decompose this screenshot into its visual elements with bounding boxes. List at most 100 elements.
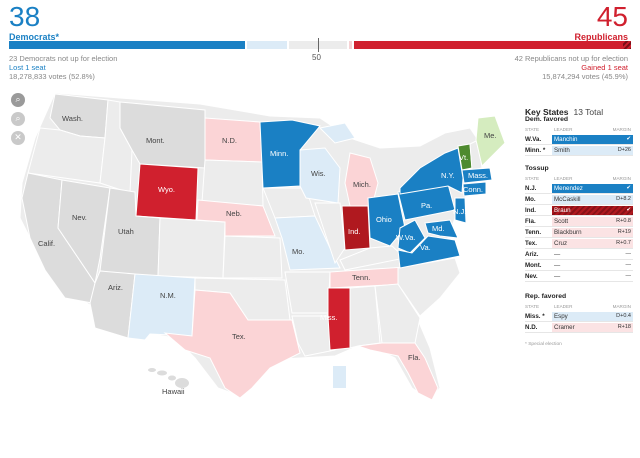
key-state-row[interactable]: Fla. Scott R+0.8 — [525, 217, 633, 227]
state-colo[interactable] — [157, 217, 226, 279]
state-me[interactable] — [475, 115, 506, 167]
row-leader-cell: — — — [552, 261, 633, 270]
zoom-in-icon[interactable]: ⌕ — [11, 93, 25, 107]
us-senate-map: Wash. Mont. N.D. Minn. Wis. Mich. Me. Vt… — [0, 88, 515, 458]
label-ind: Ind. — [348, 227, 361, 236]
bar-dem-segment — [9, 41, 245, 49]
row-leader: Menendez — [554, 185, 583, 192]
state-nev[interactable] — [57, 179, 111, 285]
col-leader: LEADER — [554, 304, 573, 309]
state-fla[interactable] — [357, 342, 439, 401]
results-header: 38 Democrats* 45 Republicans 50 23 Democ… — [0, 0, 640, 90]
key-state-row[interactable]: Miss. * Espy D+0.4 — [525, 312, 633, 322]
column-headers: STATE LEADER MARGIN — [525, 175, 633, 183]
label-wva: W.Va. — [396, 233, 415, 242]
state-va[interactable] — [397, 235, 461, 269]
row-state: Minn. * — [525, 147, 546, 154]
key-state-row[interactable]: Tenn. Blackburn R+19 — [525, 228, 633, 238]
row-state: Fla. — [525, 218, 536, 225]
label-minn: Minn. — [270, 149, 288, 158]
row-margin: ✔ — [626, 185, 631, 191]
row-leader: Cruz — [554, 240, 568, 247]
label-tenn: Tenn. — [352, 273, 370, 282]
key-state-row[interactable]: Mont. — — — [525, 261, 633, 271]
label-tex: Tex. — [232, 332, 246, 341]
label-nd: N.D. — [222, 136, 237, 145]
state-ga[interactable] — [374, 283, 421, 344]
row-leader-cell: Cruz R+0.7 — [552, 239, 633, 248]
key-state-row[interactable]: Nev. — — — [525, 272, 633, 282]
us-map-svg: Wash. Mont. N.D. Minn. Wis. Mich. Me. Vt… — [19, 92, 506, 401]
key-states-header: Key States 13 Total — [525, 102, 633, 120]
label-me: Me. — [484, 131, 497, 140]
row-margin: D+8.2 — [616, 196, 631, 202]
key-state-row[interactable]: Mo. McCaskill D+8.2 — [525, 195, 633, 205]
column-headers: STATE LEADER MARGIN — [525, 303, 633, 311]
key-state-row[interactable]: Minn. * Smith D+26 — [525, 146, 633, 156]
row-margin: — — [625, 251, 632, 257]
majority-midline — [318, 38, 319, 52]
dem-vote-total: 18,278,833 votes (52.8%) — [9, 72, 95, 81]
row-leader-cell: McCaskill D+8.2 — [552, 195, 633, 204]
row-leader-cell: Cramer R+18 — [552, 323, 633, 332]
state-mich-upper[interactable] — [318, 122, 356, 144]
state-md[interactable] — [424, 219, 459, 239]
row-leader: Scott — [554, 218, 569, 225]
key-state-row[interactable]: Ind. Braun ✔ — [525, 206, 633, 216]
row-margin: D+26 — [617, 147, 631, 153]
state-ohio[interactable] — [367, 193, 406, 247]
state-mo[interactable] — [274, 215, 341, 271]
key-state-row[interactable]: Tex. Cruz R+0.7 — [525, 239, 633, 249]
state-miss[interactable] — [327, 287, 351, 351]
key-state-row[interactable]: N.J. Menendez ✔ — [525, 184, 633, 194]
state-conn[interactable] — [462, 181, 487, 197]
rep-not-up: 42 Republicans not up for election — [514, 54, 628, 63]
rep-vote-total: 15,874,294 votes (45.9%) — [542, 72, 628, 81]
state-ark[interactable] — [284, 271, 331, 314]
key-state-row[interactable]: Ariz. — — — [525, 250, 633, 260]
row-margin: R+19 — [617, 229, 631, 235]
row-leader: — — [554, 262, 561, 269]
state-carolinas[interactable] — [397, 257, 461, 317]
state-nj[interactable] — [454, 197, 467, 224]
state-kans[interactable] — [222, 235, 283, 279]
state-hawaii[interactable] — [148, 368, 189, 388]
col-margin: MARGIN — [612, 127, 631, 132]
state-wva[interactable] — [397, 219, 426, 254]
bar-lean-rep-segment — [349, 41, 352, 49]
label-ariz: Ariz. — [108, 283, 123, 292]
row-leader-cell: Braun ✔ — [552, 206, 633, 215]
row-leader: — — [554, 251, 561, 258]
label-mont: Mont. — [146, 136, 165, 145]
row-state: Mont. — [525, 262, 542, 269]
state-ala[interactable] — [349, 285, 381, 349]
state-tex[interactable] — [163, 289, 301, 399]
majority-label: 50 — [312, 53, 321, 62]
col-state: STATE — [525, 127, 540, 132]
row-state: W.Va. — [525, 136, 542, 143]
label-md: Md. — [432, 224, 445, 233]
row-state: Ariz. — [525, 251, 539, 258]
state-nm[interactable] — [127, 273, 196, 341]
row-margin: — — [625, 262, 632, 268]
row-leader: Blackburn — [554, 229, 582, 236]
row-margin: — — [625, 273, 632, 279]
state-la[interactable] — [291, 315, 336, 357]
row-state: Miss. * — [525, 313, 545, 320]
state-ill[interactable] — [314, 202, 346, 265]
dem-seat-count: 38 — [9, 1, 41, 32]
close-icon[interactable]: ✕ — [11, 131, 25, 145]
row-leader: Smith — [554, 147, 570, 154]
state-mass[interactable] — [461, 167, 493, 184]
state-ariz[interactable] — [89, 270, 136, 339]
bar-rep-segment — [354, 41, 623, 49]
key-state-row[interactable]: W.Va. Manchin ✔ — [525, 135, 633, 145]
row-state: Ind. — [525, 207, 536, 214]
seat-balance-bar — [9, 41, 631, 49]
key-state-row[interactable]: N.D. Cramer R+18 — [525, 323, 633, 333]
label-miss: Miss. — [320, 313, 338, 322]
zoom-out-icon[interactable]: ⌕ — [11, 112, 25, 126]
state-sd[interactable] — [201, 159, 264, 207]
group-dem-favored: Dem. favored — [525, 116, 569, 123]
col-state: STATE — [525, 176, 540, 181]
